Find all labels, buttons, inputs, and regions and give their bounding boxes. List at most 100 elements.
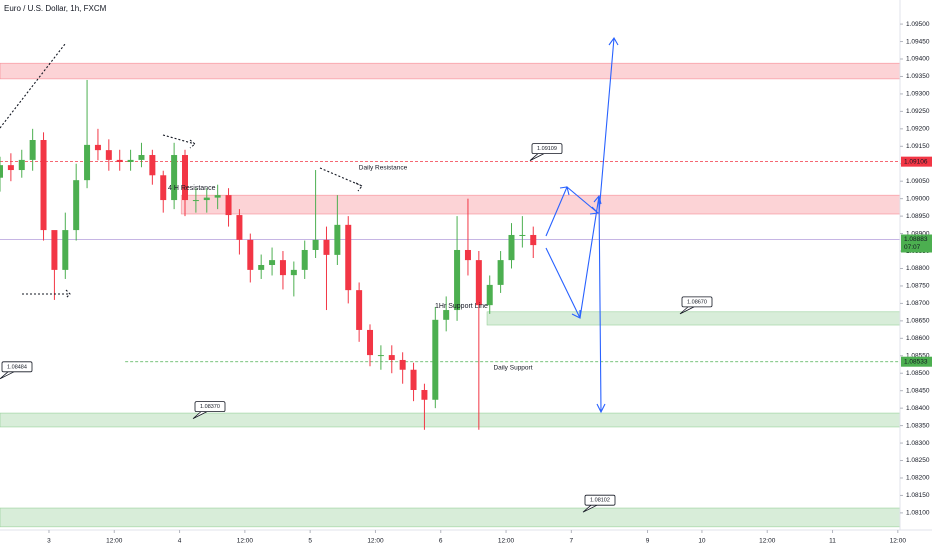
x-tick-label: 12:00: [498, 538, 515, 545]
candle-body: [105, 150, 112, 160]
candle-body: [377, 355, 384, 357]
y-tick-label: 1.09050: [906, 178, 930, 185]
y-tick-label: 1.09250: [906, 108, 930, 115]
chart-title: Euro / U.S. Dollar, 1h, FXCM: [4, 4, 107, 13]
zone: [0, 62, 901, 80]
x-tick-label: 11: [829, 538, 836, 545]
callout-label: 1.08370: [200, 404, 220, 410]
zones: [0, 62, 901, 528]
candle-body: [345, 224, 352, 291]
callout-tail: [192, 411, 208, 419]
callout-box: [531, 143, 563, 155]
candle-body: [247, 239, 254, 270]
y-tick-label: 1.09450: [906, 38, 930, 45]
zone-label: 4 H Resistance: [168, 185, 216, 192]
y-tick-label: 1.08400: [906, 405, 930, 412]
price-tag: [901, 156, 932, 167]
candle-body: [269, 260, 276, 265]
zone: [0, 507, 901, 528]
candle-body: [410, 369, 417, 390]
y-tick-label: 1.09200: [906, 126, 930, 133]
y-tick-label: 1.08800: [906, 265, 930, 272]
candle-body: [301, 249, 308, 270]
candle-body: [127, 159, 134, 163]
callout-tail: [679, 306, 695, 315]
candle-body: [421, 389, 428, 400]
x-tick-label: 12:00: [106, 538, 123, 545]
x-tick-label: 4: [178, 538, 182, 545]
x-tick-label: 6: [439, 538, 443, 545]
x-tick-label: 3: [47, 538, 51, 545]
candles: [0, 79, 537, 430]
candle-body: [160, 175, 167, 201]
dotted-arrow: [319, 167, 363, 192]
candle-body: [334, 224, 341, 255]
y-tick-label: 1.08600: [906, 335, 930, 342]
candle-body: [367, 329, 374, 356]
callout-tail: [0, 371, 15, 380]
candle-body: [388, 355, 395, 360]
price-tag-countdown: 07:07: [904, 244, 921, 251]
zone-label: 1Hr Support Line: [435, 303, 488, 310]
candle-body: [149, 155, 156, 176]
candle-body: [84, 144, 91, 181]
candle-body: [182, 155, 189, 201]
candle-body: [18, 159, 25, 171]
callout-label: 1.08484: [7, 364, 27, 370]
y-tick-label: 1.08900: [906, 230, 930, 237]
candle-body: [519, 234, 526, 236]
candle-body: [399, 359, 406, 370]
candle-body: [225, 195, 232, 216]
candle-body: [138, 155, 145, 160]
zone: [180, 194, 901, 215]
candle-body: [29, 140, 36, 160]
candle-body: [192, 200, 199, 202]
candle-body: [464, 249, 471, 261]
callout-box: [1, 361, 33, 373]
candle-body: [236, 215, 243, 240]
zone: [0, 412, 901, 428]
y-tick-label: 1.08950: [906, 213, 930, 220]
y-tick-label: 1.08300: [906, 440, 930, 447]
price-tag-label: 1.09106: [904, 158, 928, 165]
candle-body: [94, 144, 101, 151]
projection-arrow: [598, 36, 619, 214]
projection-arrow: [545, 247, 581, 319]
callout-box: [681, 296, 713, 308]
callout-label: 1.08102: [590, 498, 610, 504]
callout-tail: [529, 153, 545, 161]
x-tick-label: 5: [308, 538, 312, 545]
x-tick-label: 9: [646, 538, 650, 545]
x-tick-label: 12:00: [890, 538, 907, 545]
candle-body: [203, 197, 210, 201]
y-tick-label: 1.09150: [906, 143, 930, 150]
y-tick-label: 1.09400: [906, 56, 930, 63]
projection-arrow: [596, 195, 606, 414]
y-tick-label: 1.08500: [906, 370, 930, 377]
callout-label: 1.08670: [687, 299, 707, 305]
candle-body: [486, 284, 493, 306]
y-tick-label: 1.08650: [906, 318, 930, 325]
candle-body: [62, 230, 69, 270]
candle-body: [7, 165, 14, 171]
callout-label: 1.09109: [537, 146, 557, 152]
x-tick-label: 7: [570, 538, 574, 545]
candle-body: [497, 260, 504, 285]
x-tick-label: 12:00: [367, 538, 384, 545]
callout-tail: [582, 504, 598, 513]
y-tick-label: 1.08700: [906, 300, 930, 307]
candle-body: [530, 234, 537, 246]
y-tick-label: 1.08550: [906, 352, 930, 359]
candle-body: [40, 140, 47, 231]
candle-body: [475, 260, 482, 306]
level-label: Daily Resistance: [359, 164, 408, 171]
callout-box: [584, 494, 616, 506]
y-tick-label: 1.08150: [906, 492, 930, 499]
candle-body: [214, 195, 221, 198]
x-tick-label: 12:00: [759, 538, 776, 545]
dotted-arrow: [162, 134, 196, 149]
candle-body: [0, 165, 3, 178]
zone: [486, 311, 901, 326]
y-tick-label: 1.08100: [906, 510, 930, 517]
